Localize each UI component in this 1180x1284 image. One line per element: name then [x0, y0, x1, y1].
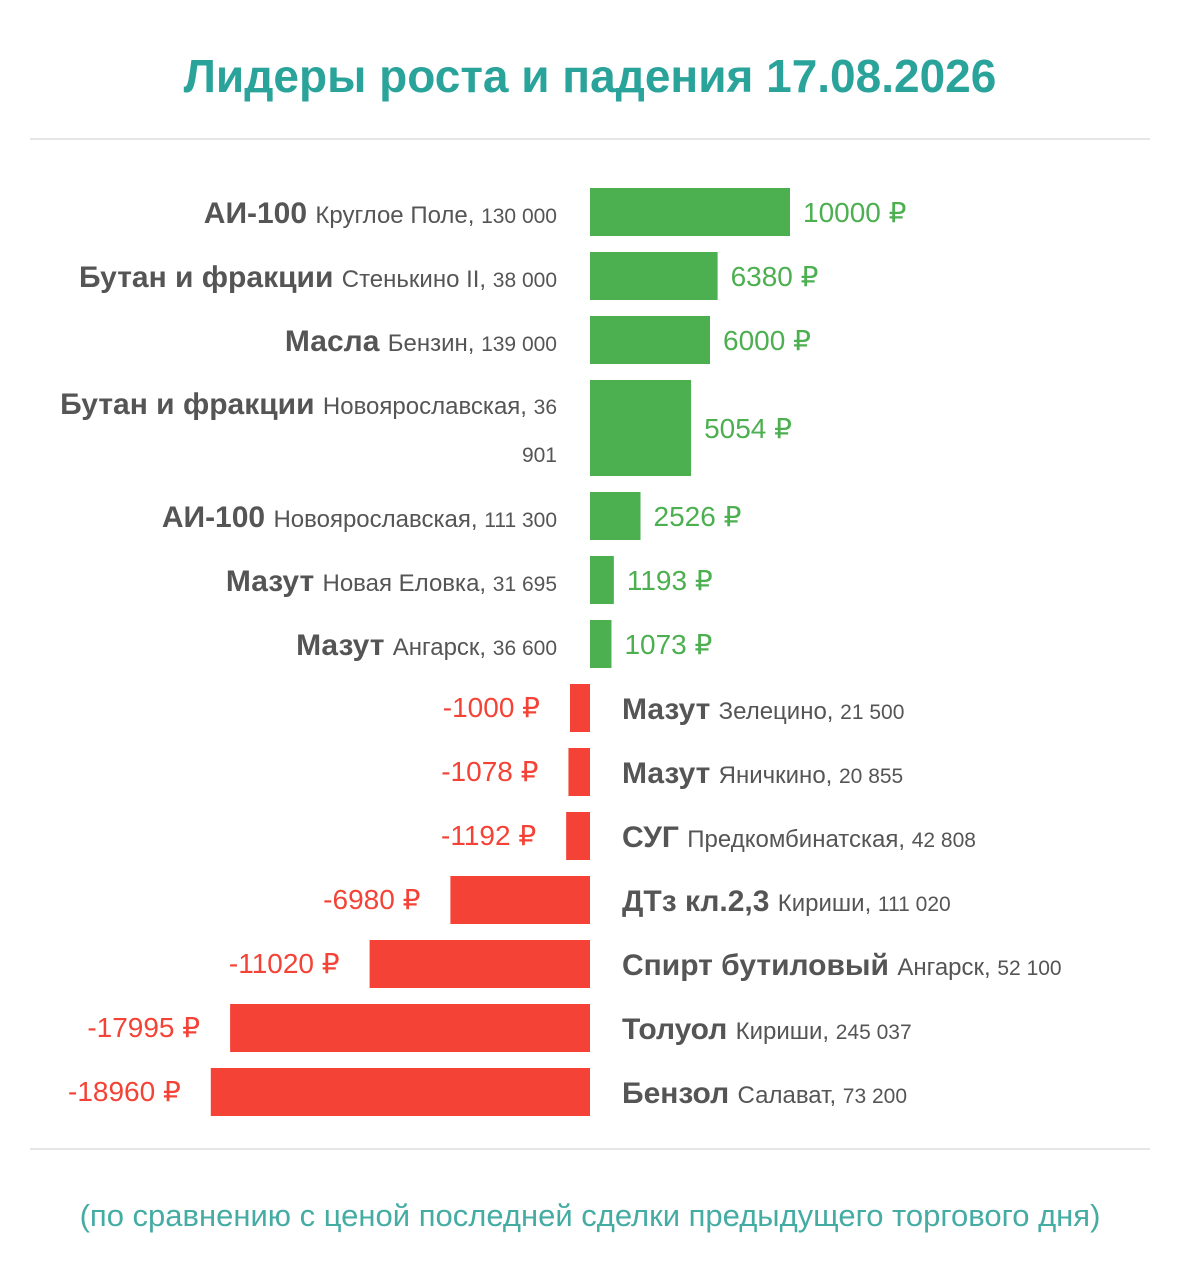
category-label: Бутан и фракции Стенькино II, 38 000 — [79, 261, 557, 294]
category-label: ДТз кл.2,3 Кириши, 111 020 — [622, 885, 951, 918]
category-label: АИ-100 Новоярославская, 111 300 — [162, 501, 557, 534]
bar-0 — [590, 188, 790, 236]
bar-3 — [590, 380, 692, 476]
value-label: -11020 ₽ — [229, 948, 340, 979]
category-label: 901 — [522, 444, 557, 467]
bar-9 — [566, 812, 590, 860]
category-label: Мазут Зелецино, 21 500 — [622, 693, 904, 726]
bar-4 — [590, 492, 641, 540]
bar-12 — [230, 1004, 590, 1052]
value-label: -1192 ₽ — [441, 820, 536, 851]
value-label: -1078 ₽ — [441, 756, 538, 787]
bar-6 — [590, 620, 612, 668]
value-label: 1073 ₽ — [624, 629, 712, 660]
bottom-divider — [30, 1148, 1150, 1150]
chart-footnote: (по сравнению с ценой последней сделки п… — [79, 1198, 1101, 1233]
category-label: Мазут Яничкино, 20 855 — [622, 757, 903, 790]
chart-title: Лидеры роста и падения 17.08.2026 — [183, 50, 997, 102]
category-label: Бутан и фракции Новоярославская, 36 — [60, 388, 557, 421]
value-label: -18960 ₽ — [68, 1076, 181, 1107]
value-label: -1000 ₽ — [443, 692, 540, 723]
value-label: 6000 ₽ — [723, 325, 811, 356]
value-label: 2526 ₽ — [654, 501, 742, 532]
category-label: Мазут Новая Еловка, 31 695 — [226, 565, 557, 598]
value-label: 6380 ₽ — [731, 261, 819, 292]
category-label: Толуол Кириши, 245 037 — [622, 1013, 912, 1046]
bar-5 — [590, 556, 614, 604]
category-label: Спирт бутиловый Ангарск, 52 100 — [622, 949, 1062, 982]
category-label: Масла Бензин, 139 000 — [285, 325, 557, 358]
bar-10 — [450, 876, 590, 924]
category-label: Мазут Ангарск, 36 600 — [296, 629, 557, 662]
bar-8 — [568, 748, 590, 796]
bar-1 — [590, 252, 718, 300]
value-label: 5054 ₽ — [704, 413, 792, 444]
category-label: Бензол Салават, 73 200 — [622, 1077, 907, 1110]
bar-13 — [210, 1068, 591, 1116]
bar-2 — [590, 316, 710, 364]
category-label: АИ-100 Круглое Поле, 130 000 — [204, 197, 557, 230]
value-label: -6980 ₽ — [323, 884, 420, 915]
top-divider — [30, 138, 1150, 140]
value-label: 1193 ₽ — [627, 565, 713, 596]
value-label: -17995 ₽ — [87, 1012, 200, 1043]
bar-7 — [570, 684, 590, 732]
category-label: СУГ Предкомбинатская, 42 808 — [622, 821, 976, 854]
bar-11 — [369, 940, 590, 988]
value-label: 10000 ₽ — [803, 197, 906, 228]
